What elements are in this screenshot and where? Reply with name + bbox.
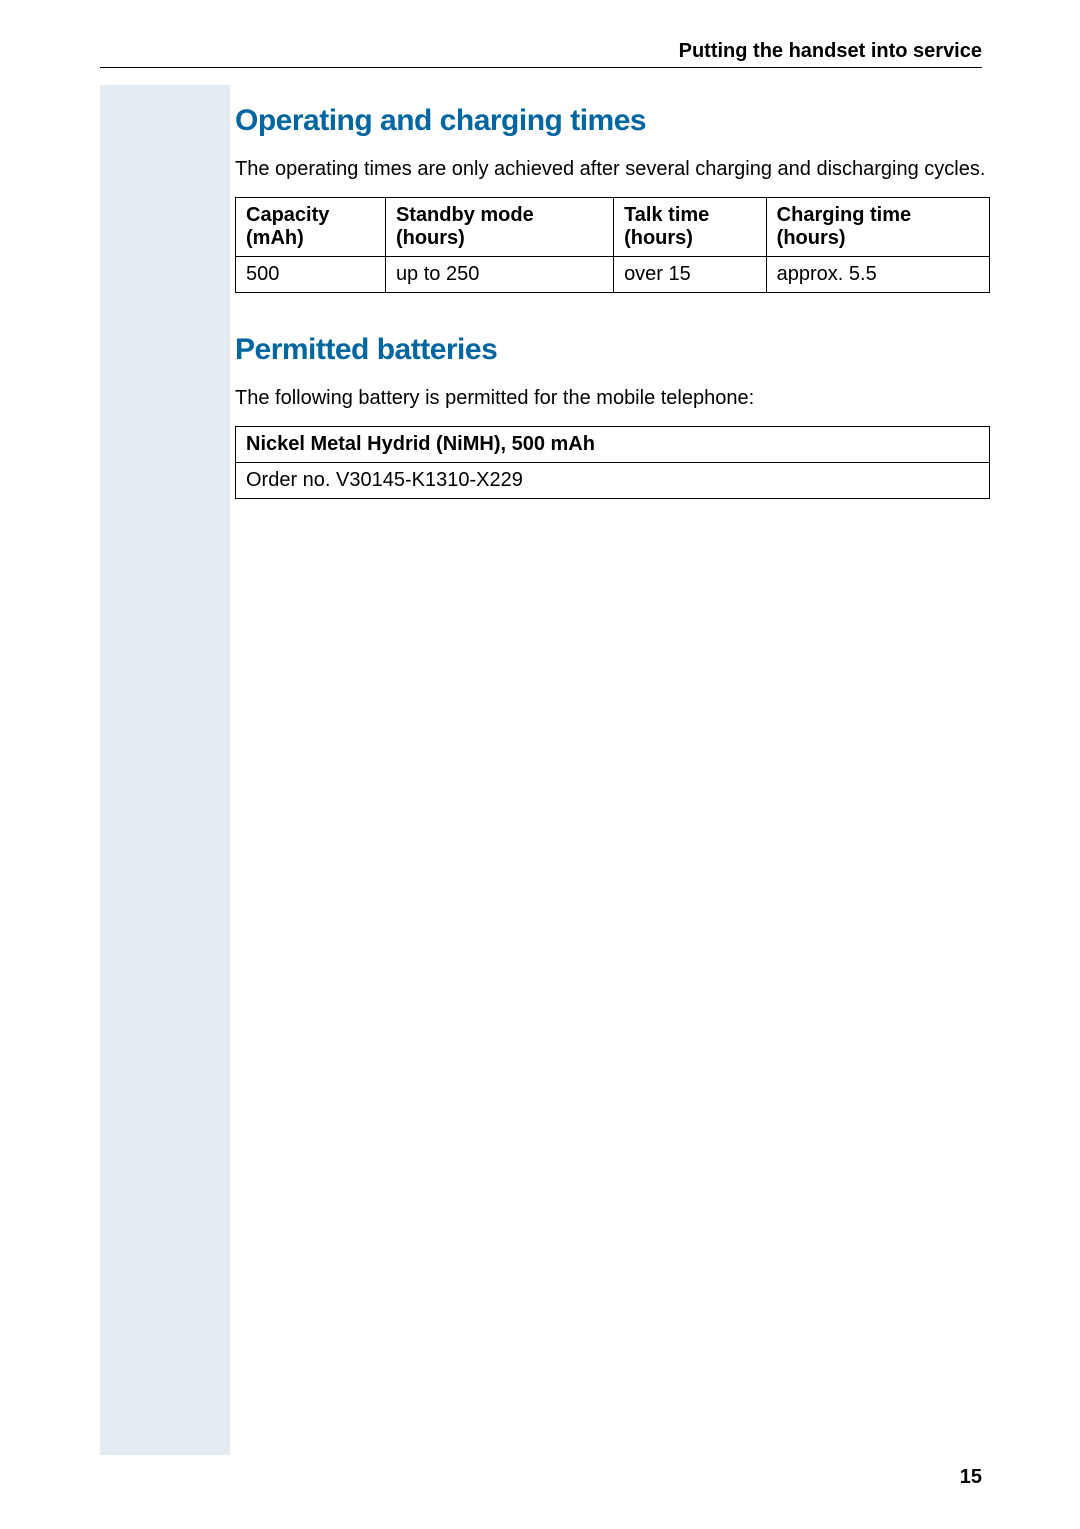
col-talktime: Talk time (hours) bbox=[614, 198, 767, 257]
col-standby: Standby mode (hours) bbox=[385, 198, 613, 257]
cell-talktime: over 15 bbox=[614, 257, 767, 293]
section1-intro: The operating times are only achieved af… bbox=[235, 156, 990, 183]
table-row: 500 up to 250 over 15 approx. 5.5 bbox=[236, 257, 990, 293]
cell-standby: up to 250 bbox=[385, 257, 613, 293]
table-row: Order no. V30145-K1310-X229 bbox=[236, 463, 990, 499]
col-capacity: Capacity (mAh) bbox=[236, 198, 386, 257]
battery-header-cell: Nickel Metal Hydrid (NiMH), 500 mAh bbox=[236, 427, 990, 463]
cell-charging: approx. 5.5 bbox=[766, 257, 989, 293]
col-charging: Charging time (hours) bbox=[766, 198, 989, 257]
header-divider bbox=[100, 67, 982, 68]
section2-intro: The following battery is permitted for t… bbox=[235, 385, 990, 412]
table-header-row: Nickel Metal Hydrid (NiMH), 500 mAh bbox=[236, 427, 990, 463]
table-header-row: Capacity (mAh) Standby mode (hours) Talk… bbox=[236, 198, 990, 257]
cell-capacity: 500 bbox=[236, 257, 386, 293]
page-header: Putting the handset into service bbox=[100, 40, 990, 68]
page-container: Putting the handset into service Operati… bbox=[0, 0, 1080, 1529]
page-number: 15 bbox=[960, 1466, 982, 1489]
section-heading-operating: Operating and charging times bbox=[235, 104, 990, 138]
decorative-sidebar bbox=[100, 85, 230, 1455]
permitted-batteries-table: Nickel Metal Hydrid (NiMH), 500 mAh Orde… bbox=[235, 426, 990, 499]
battery-order-cell: Order no. V30145-K1310-X229 bbox=[236, 463, 990, 499]
operating-times-table: Capacity (mAh) Standby mode (hours) Talk… bbox=[235, 197, 990, 293]
main-content: Operating and charging times The operati… bbox=[235, 74, 990, 499]
section-heading-batteries: Permitted batteries bbox=[235, 333, 990, 367]
running-title: Putting the handset into service bbox=[679, 40, 982, 62]
